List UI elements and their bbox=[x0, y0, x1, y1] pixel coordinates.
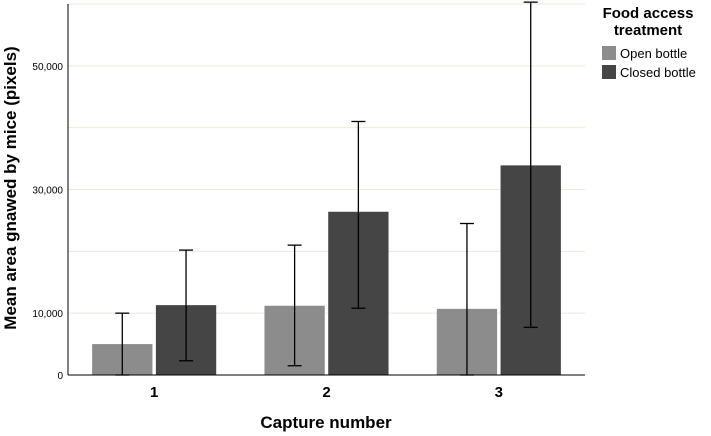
legend-title: Food access treatment bbox=[603, 5, 694, 39]
y-tick-label: 50,000 bbox=[32, 62, 63, 73]
y-tick-label: 10,000 bbox=[32, 309, 63, 320]
y-tick-labels: 0 10,000 30,000 50,000 bbox=[32, 62, 63, 382]
x-tick-labels: 1 2 3 bbox=[150, 384, 503, 401]
y-axis-title: Mean area gnawed by mice (pixels) bbox=[1, 46, 20, 329]
x-tick-label: 2 bbox=[322, 384, 330, 401]
legend-swatch-closed-bottle bbox=[602, 65, 616, 79]
gridlines bbox=[68, 3, 585, 314]
bars-group bbox=[92, 165, 561, 375]
legend: Food access treatment Open bottle Closed b… bbox=[602, 5, 696, 80]
y-tick-label: 30,000 bbox=[32, 186, 63, 197]
legend-label: Closed bottle bbox=[620, 65, 696, 80]
legend-label: Open bottle bbox=[620, 46, 687, 61]
legend-swatch-open-bottle bbox=[602, 46, 616, 60]
x-tick-label: 3 bbox=[495, 384, 503, 401]
y-tick-label: 0 bbox=[57, 371, 63, 382]
x-axis-title: Capture number bbox=[260, 413, 392, 432]
x-tick-label: 1 bbox=[150, 384, 158, 401]
